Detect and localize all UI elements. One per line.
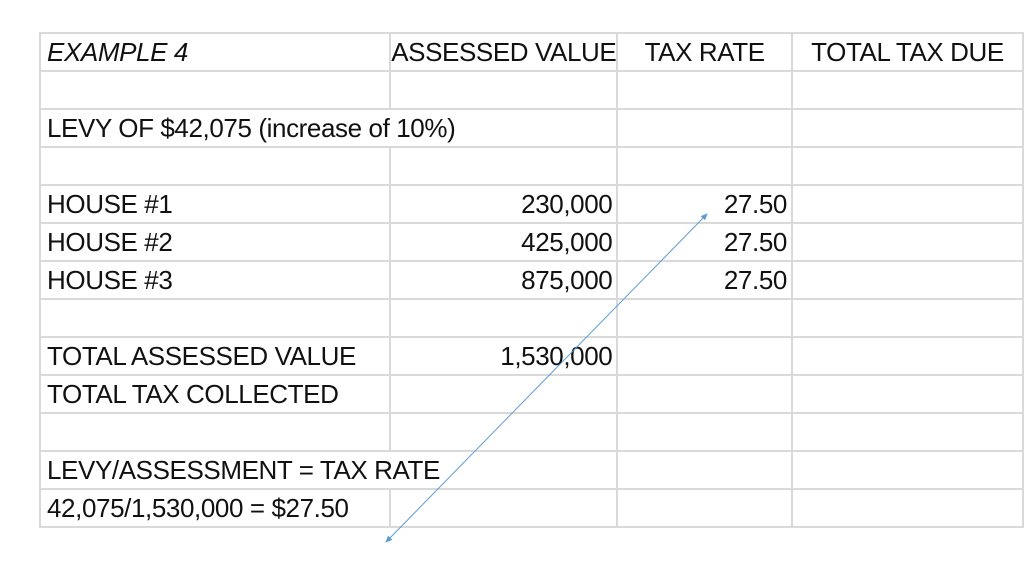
cell-house-rate[interactable]: 27.50 — [616, 222, 793, 262]
cell-house-assessed[interactable]: 425,000 — [389, 222, 619, 262]
cell-empty[interactable] — [38, 70, 392, 110]
cell-empty[interactable] — [389, 488, 619, 528]
cell-house-name[interactable]: HOUSE #3 — [38, 260, 392, 300]
cell-formula-label[interactable]: LEVY/ASSESSMENT = TAX RATE — [38, 450, 619, 490]
formula-calc-row: 42,075/1,530,000 = $27.50 — [38, 488, 1024, 528]
table-row-house-1: HOUSE #1 230,000 27.50 — [38, 184, 1024, 224]
cell-empty[interactable] — [389, 146, 619, 186]
cell-empty[interactable] — [616, 336, 793, 376]
table-row-house-3: HOUSE #3 875,000 27.50 — [38, 260, 1024, 300]
cell-empty[interactable] — [790, 298, 1024, 338]
cell-empty[interactable] — [790, 70, 1024, 110]
total-assessed-row: TOTAL ASSESSED VALUE 1,530,000 — [38, 336, 1024, 376]
cell-empty[interactable] — [616, 70, 793, 110]
cell-house-tax-due[interactable] — [790, 222, 1024, 262]
cell-empty[interactable] — [389, 412, 619, 452]
cell-empty[interactable] — [38, 298, 392, 338]
cell-header-tax-rate[interactable]: TAX RATE — [616, 32, 793, 72]
cell-empty[interactable] — [616, 488, 793, 528]
cell-formula-calc[interactable]: 42,075/1,530,000 = $27.50 — [38, 488, 392, 528]
empty-row — [38, 146, 1024, 186]
cell-empty[interactable] — [38, 412, 392, 452]
header-row: EXAMPLE 4 ASSESSED VALUE TAX RATE TOTAL … — [38, 32, 1024, 72]
cell-empty[interactable] — [616, 412, 793, 452]
cell-total-collected-value[interactable] — [389, 374, 619, 414]
cell-empty[interactable] — [616, 146, 793, 186]
empty-row — [38, 298, 1024, 338]
cell-header-total-tax-due[interactable]: TOTAL TAX DUE — [790, 32, 1024, 72]
cell-header-assessed-value[interactable]: ASSESSED VALUE — [389, 32, 619, 72]
cell-empty[interactable] — [790, 336, 1024, 376]
cell-house-tax-due[interactable] — [790, 184, 1024, 224]
cell-house-assessed[interactable]: 230,000 — [389, 184, 619, 224]
empty-row — [38, 412, 1024, 452]
cell-empty[interactable] — [616, 108, 793, 148]
cell-house-tax-due[interactable] — [790, 260, 1024, 300]
levy-row: LEVY OF $42,075 (increase of 10%) — [38, 108, 1024, 148]
cell-empty[interactable] — [616, 450, 793, 490]
cell-empty[interactable] — [790, 108, 1024, 148]
cell-house-name[interactable]: HOUSE #2 — [38, 222, 392, 262]
table-row-house-2: HOUSE #2 425,000 27.50 — [38, 222, 1024, 262]
cell-empty[interactable] — [389, 298, 619, 338]
cell-house-rate[interactable]: 27.50 — [616, 184, 793, 224]
formula-label-row: LEVY/ASSESSMENT = TAX RATE — [38, 450, 1024, 490]
cell-empty[interactable] — [616, 298, 793, 338]
cell-total-collected-label[interactable]: TOTAL TAX COLLECTED — [38, 374, 392, 414]
cell-example-title[interactable]: EXAMPLE 4 — [38, 32, 392, 72]
tax-worksheet-grid: EXAMPLE 4 ASSESSED VALUE TAX RATE TOTAL … — [38, 32, 1024, 528]
cell-empty[interactable] — [389, 70, 619, 110]
cell-house-name[interactable]: HOUSE #1 — [38, 184, 392, 224]
cell-levy-label[interactable]: LEVY OF $42,075 (increase of 10%) — [38, 108, 619, 148]
cell-house-rate[interactable]: 27.50 — [616, 260, 793, 300]
cell-empty[interactable] — [616, 374, 793, 414]
cell-empty[interactable] — [790, 450, 1024, 490]
cell-empty[interactable] — [790, 146, 1024, 186]
cell-empty[interactable] — [790, 488, 1024, 528]
cell-total-assessed-value[interactable]: 1,530,000 — [389, 336, 619, 376]
total-collected-row: TOTAL TAX COLLECTED — [38, 374, 1024, 414]
cell-empty[interactable] — [790, 374, 1024, 414]
cell-empty[interactable] — [38, 146, 392, 186]
cell-empty[interactable] — [790, 412, 1024, 452]
cell-total-assessed-label[interactable]: TOTAL ASSESSED VALUE — [38, 336, 392, 376]
empty-row — [38, 70, 1024, 110]
cell-house-assessed[interactable]: 875,000 — [389, 260, 619, 300]
